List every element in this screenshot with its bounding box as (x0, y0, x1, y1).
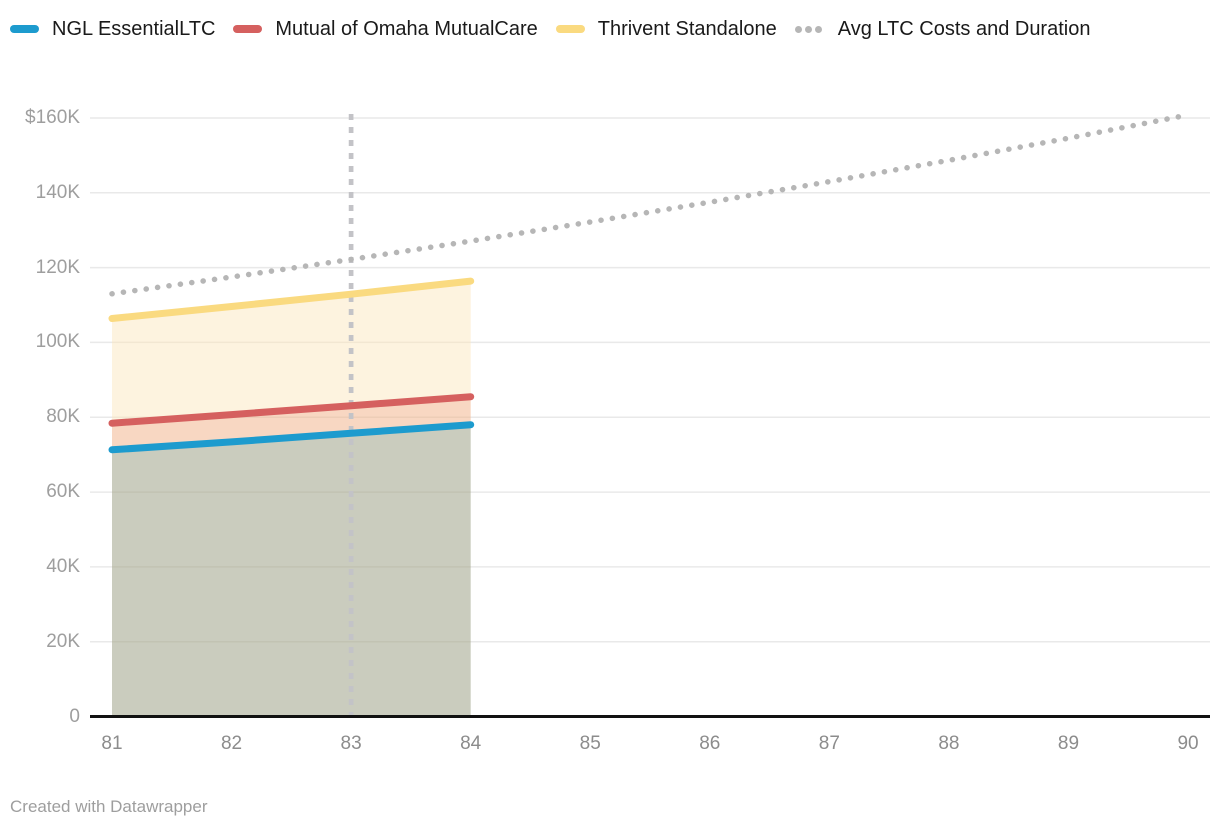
y-axis-tick-label: 80K (46, 406, 80, 428)
legend-item-mutual-of-omaha-mutualcare: Mutual of Omaha MutualCare (233, 18, 538, 40)
legend: NGL EssentialLTC Mutual of Omaha MutualCa… (10, 10, 1165, 49)
legend-item-thrivent-standalone: Thrivent Standalone (555, 18, 777, 40)
area-band-ngl-essentialltc (112, 424, 471, 717)
dotted-line-swatch-icon (794, 10, 825, 48)
x-axis-tick-label: 85 (579, 733, 601, 754)
y-axis-tick-label: 140K (35, 181, 80, 203)
y-axis-tick-label: 60K (46, 481, 80, 503)
area-band-thrivent-standalone (112, 281, 471, 424)
series-line-ngl-essentialltc (108, 421, 475, 454)
dot-icon (794, 25, 802, 33)
x-axis-tick-label: 82 (220, 733, 243, 754)
legend-item-label: NGL EssentialLTC (52, 18, 216, 40)
y-axis-tick-label: 40K (46, 555, 80, 577)
y-axis-tick-label: 100K (35, 331, 80, 353)
series-line-mutual-of-omaha-mutualcare (108, 393, 475, 427)
x-axis-tick-label: 88 (938, 733, 960, 754)
y-axis-tick-label: $160K (25, 107, 80, 128)
y-axis-tick-label: 0 (69, 705, 80, 727)
area-band-mutual-of-omaha-mutualcare (112, 396, 471, 450)
x-axis-tick-label: 90 (1177, 733, 1199, 754)
y-axis-tick-label: 120K (35, 256, 80, 278)
x-axis-tick-label: 81 (101, 733, 123, 754)
y-axis-tick-label: 20K (46, 630, 80, 652)
legend-item-avg-ltc-costs-and-duration: Avg LTC Costs and Duration (794, 18, 1091, 40)
legend-item-ngl-essentialltc: NGL EssentialLTC (10, 18, 215, 40)
x-axis-tick-label: 86 (699, 733, 721, 754)
x-axis-tick-label: 87 (818, 733, 840, 754)
series-line-avg-ltc-costs-and-duration (109, 112, 1191, 297)
legend-item-label: Mutual of Omaha MutualCare (275, 18, 538, 40)
line-swatch-icon (10, 24, 39, 33)
x-axis-tick-label: 83 (340, 733, 362, 754)
x-axis-tick-label: 89 (1057, 733, 1080, 754)
line-swatch-icon (555, 24, 585, 33)
dot-icon (814, 25, 822, 33)
footer-credit: Created with Datawrapper (10, 797, 208, 816)
line-swatch-icon (233, 24, 263, 33)
legend-item-label: Avg LTC Costs and Duration (837, 18, 1091, 40)
dot-icon (804, 25, 812, 33)
x-axis-tick-label: 84 (460, 733, 482, 754)
legend-item-label: Thrivent Standalone (597, 18, 777, 40)
series-line-thrivent-standalone (108, 277, 475, 322)
